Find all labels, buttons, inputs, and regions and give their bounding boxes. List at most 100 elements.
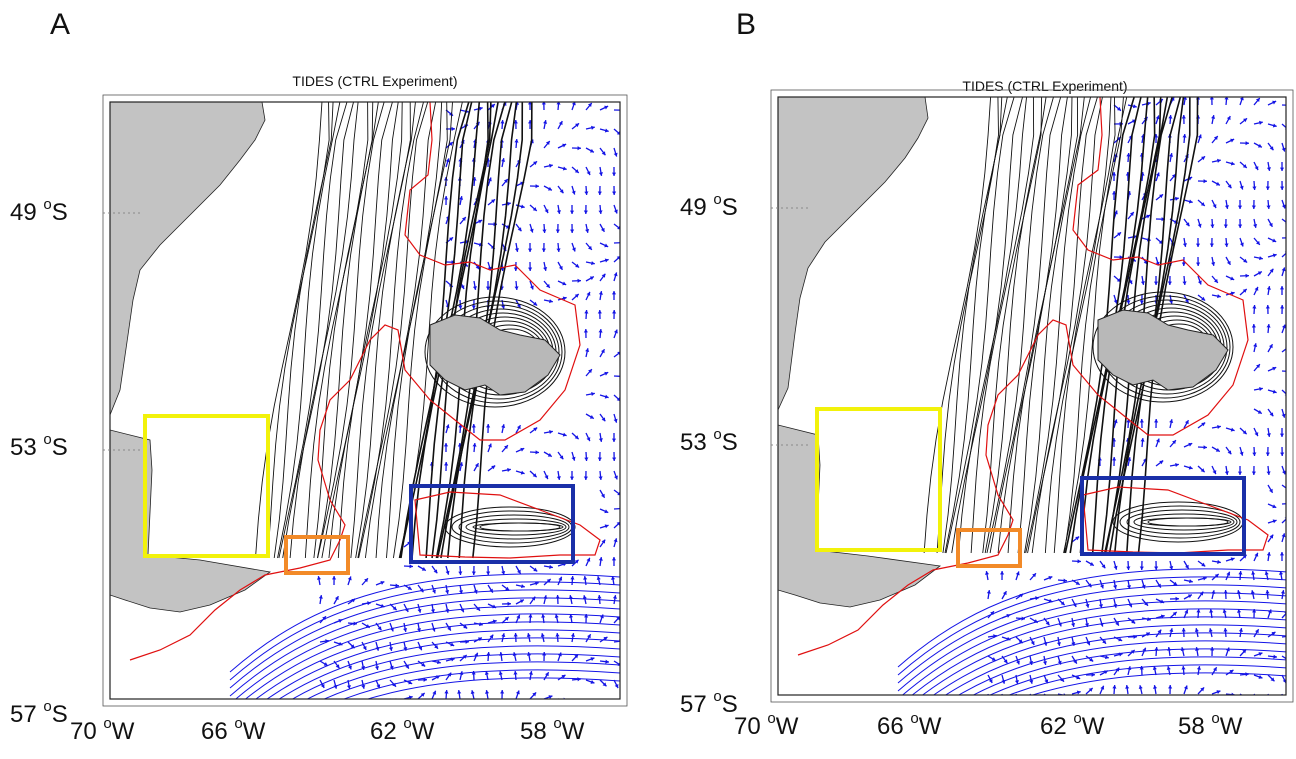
vector-arrowhead (1224, 97, 1229, 100)
vector-arrowhead (461, 217, 466, 222)
streamline (282, 102, 354, 559)
vector-arrowhead (583, 476, 588, 480)
vector-arrowhead (598, 476, 603, 480)
vector-arrowhead (1181, 115, 1186, 119)
vector-arrowhead (1252, 452, 1257, 456)
current-streamline (901, 600, 1286, 695)
vector-arrowhead (516, 614, 521, 619)
vector-arrowhead (1154, 566, 1159, 570)
vector-arrowhead (376, 684, 381, 689)
vector-arrowhead (604, 258, 609, 263)
vector-arrowhead (604, 524, 609, 529)
vector-arrowhead (574, 654, 579, 659)
vector-arrowhead (616, 521, 620, 526)
vector-arrowhead (589, 276, 594, 281)
eddy-streamline (1119, 505, 1241, 539)
vector-arrowhead (1089, 657, 1094, 662)
lon-label-70w-b: 70 oW (734, 710, 799, 740)
vector-arrowhead (611, 576, 616, 580)
vector-arrowhead (1223, 224, 1228, 228)
vector-arrowhead (558, 121, 563, 126)
vector-arrowhead (1215, 181, 1220, 186)
vector-arrowhead (1287, 369, 1291, 373)
vector-arrowhead (1281, 147, 1286, 152)
tierra-del-fuego-a (110, 429, 272, 613)
vector-arrowhead (1161, 217, 1165, 222)
vector-arrowhead (533, 301, 538, 306)
streamline (255, 102, 323, 559)
vector-arrowhead (1181, 262, 1186, 266)
vector-arrowhead (1100, 685, 1105, 690)
vector-arrowhead (1169, 419, 1174, 423)
vector-arrowhead (1268, 344, 1273, 349)
vector-arrowhead (1213, 136, 1218, 141)
vector-arrowhead (612, 457, 617, 461)
vector-arrowhead (443, 443, 449, 447)
vector-arrowhead (1153, 281, 1159, 285)
streamline (392, 102, 453, 559)
falkland-islands-a (429, 314, 561, 396)
vector-arrowhead (1209, 243, 1214, 247)
vector-arrowhead (596, 576, 601, 581)
vector-arrowhead (587, 103, 592, 108)
vector-arrowhead (1280, 305, 1285, 309)
vector-arrowhead (1003, 659, 1008, 664)
vector-arrowhead (1075, 536, 1080, 541)
vector-arrowhead (1209, 97, 1214, 100)
vector-arrowhead (1255, 98, 1260, 103)
vector-arrowhead (514, 139, 519, 143)
vector-arrowhead (1102, 639, 1107, 644)
vector-arrowhead (416, 628, 422, 632)
yellow-box-a (143, 414, 270, 558)
vector-arrowhead (1145, 632, 1150, 637)
lon-label-70w-a: 70 oW (70, 715, 135, 745)
vector-arrowhead (449, 237, 454, 242)
vector-arrowhead (347, 576, 352, 581)
eddy-streamline (1092, 291, 1234, 403)
vector-arrowhead (1239, 97, 1244, 101)
vector-arrowhead (1266, 433, 1271, 437)
vector-arrowhead (1152, 666, 1157, 670)
vector-arrowhead (575, 263, 580, 268)
vector-arrowhead (1254, 552, 1259, 557)
vector-arrowhead (1112, 685, 1117, 689)
vector-arrowhead (1287, 236, 1291, 240)
blue-box-a (409, 484, 575, 564)
vector-arrowhead (597, 310, 602, 314)
vector-arrowhead (532, 473, 537, 478)
vector-arrowhead (1229, 669, 1234, 674)
vector-arrowhead (571, 247, 576, 252)
vector-arrowhead (1184, 420, 1189, 425)
vector-arrowhead (472, 443, 477, 447)
current-vector (362, 698, 363, 699)
vector-arrowhead (984, 571, 990, 575)
vector-arrowhead (1252, 305, 1257, 309)
vector-arrowhead (549, 429, 553, 434)
vector-arrowhead (1029, 661, 1034, 665)
streamline (970, 97, 1035, 554)
vector-arrowhead (1224, 205, 1229, 209)
vector-arrowhead (1181, 628, 1186, 632)
lon-label-66w-b: 66 oW (877, 710, 942, 740)
vector-arrowhead (535, 450, 539, 455)
vector-arrowhead (486, 424, 491, 428)
vector-arrowhead (1264, 571, 1269, 576)
vector-arrowhead (513, 671, 518, 675)
vector-arrowhead (501, 570, 506, 575)
vector-arrowhead (437, 660, 441, 665)
vector-arrowhead (1115, 621, 1119, 626)
vector-arrowhead (1154, 647, 1159, 651)
vector-arrowhead (1230, 138, 1235, 143)
vector-arrowhead (575, 123, 580, 128)
vector-arrowhead (600, 349, 605, 354)
current-vector (572, 698, 574, 699)
vector-arrowhead (1216, 690, 1221, 694)
vector-arrowhead (516, 303, 521, 308)
current-streamline (1031, 672, 1286, 695)
vector-arrowhead (1224, 243, 1229, 247)
current-vector (613, 489, 620, 496)
vector-arrowhead (1214, 278, 1218, 283)
current-vector (613, 660, 620, 666)
vector-arrowhead (1242, 288, 1247, 293)
vector-arrowhead (1258, 652, 1263, 656)
